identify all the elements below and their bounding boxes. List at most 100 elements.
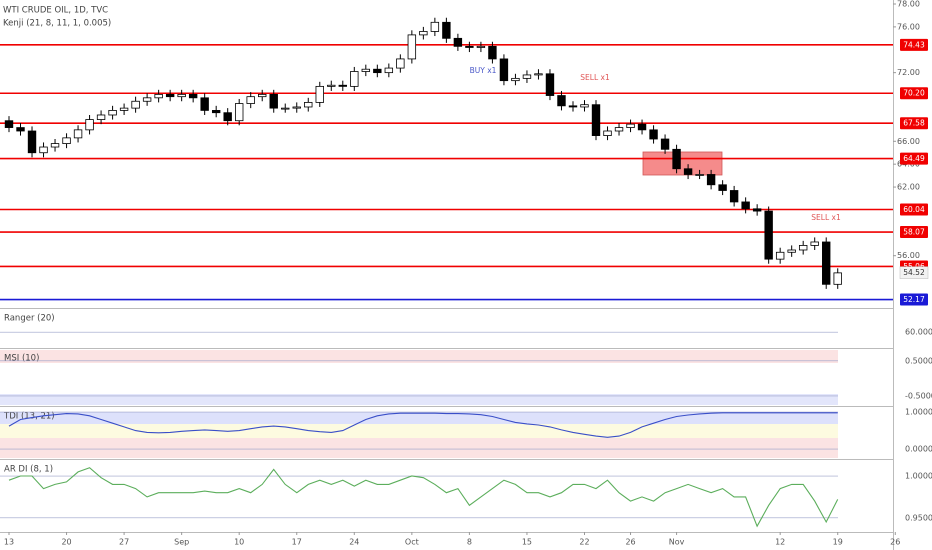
x-tick-label: Nov xyxy=(669,538,685,547)
x-tick-label: Oct xyxy=(405,538,419,547)
indicator-line xyxy=(8,467,839,528)
panel-title: MSI (10) xyxy=(4,354,39,364)
candle-body xyxy=(258,93,267,98)
msi-upper-band xyxy=(0,350,838,363)
candle-body xyxy=(764,210,773,260)
candle-body xyxy=(108,110,117,116)
candle-body xyxy=(188,93,198,99)
msi-lower-band xyxy=(0,394,838,405)
candle-body xyxy=(338,84,347,87)
candle-body xyxy=(396,58,405,69)
candle-body xyxy=(833,272,842,285)
candle-body xyxy=(384,67,394,74)
level-label: 67.58 xyxy=(903,119,925,128)
candle-body xyxy=(672,148,681,170)
annotation: SELL x1 xyxy=(811,213,841,222)
candle-body xyxy=(534,73,543,76)
candle-body xyxy=(637,123,647,131)
y-tick-label: 0.5000 xyxy=(905,356,932,365)
panel-separators xyxy=(0,0,894,550)
last-price-box xyxy=(899,266,929,279)
indicator-line xyxy=(8,412,838,438)
y-tick-label: 66.00 xyxy=(897,137,920,146)
level-label-box xyxy=(900,87,928,100)
x-tick-label: 27 xyxy=(119,538,129,547)
candle-body xyxy=(683,168,693,175)
candle-body xyxy=(591,104,601,136)
panel-backgrounds xyxy=(0,151,838,458)
y-tick-label: -0.5000 xyxy=(905,391,932,400)
level-label-box xyxy=(900,203,928,216)
candle-body xyxy=(4,120,14,128)
zone-box xyxy=(642,151,723,176)
level-label: 64.49 xyxy=(903,154,925,163)
candle-body xyxy=(465,45,474,48)
candle-body xyxy=(200,97,209,111)
candle-body xyxy=(373,68,382,74)
candle-body xyxy=(718,184,727,191)
candle-body xyxy=(741,201,750,210)
x-tick-label: 20 xyxy=(61,538,71,547)
chart-title: WTI CRUDE OIL, 1D, TVC xyxy=(3,6,108,16)
indicator-name: Kenji (21, 8, 11, 1, 0.005) xyxy=(3,19,111,29)
x-tick-label: 15 xyxy=(522,538,532,547)
candle-body xyxy=(442,21,451,39)
candle-body xyxy=(822,241,831,285)
level-label: 70.20 xyxy=(903,89,925,98)
y-tick-label: 0.0000 xyxy=(905,445,932,454)
candle-body xyxy=(119,107,129,111)
candle-body xyxy=(304,101,313,108)
x-tick-label: 10 xyxy=(234,538,244,547)
panel-title: Ranger (20) xyxy=(4,314,55,324)
candle-body xyxy=(580,104,589,108)
x-tick-label: 24 xyxy=(349,538,359,547)
level-label-box xyxy=(900,226,928,239)
candle-body xyxy=(787,249,796,253)
candle-body xyxy=(165,93,175,98)
candle-body xyxy=(810,241,819,246)
x-tick-label: 19 xyxy=(833,538,843,547)
candle-body xyxy=(246,96,255,104)
tdi-middle-band xyxy=(0,424,838,438)
candle-body xyxy=(327,84,336,87)
candle-body xyxy=(488,45,497,60)
candle-body xyxy=(453,37,463,47)
y-tick-label: 60.0000 xyxy=(905,328,932,337)
level-label: 60.04 xyxy=(903,205,925,214)
annotation: BUY x1 xyxy=(470,66,497,75)
candle-body xyxy=(350,71,359,87)
candle-body xyxy=(50,143,60,148)
x-tick-label: 12 xyxy=(775,538,785,547)
level-label-box xyxy=(900,152,928,165)
candle-body xyxy=(603,130,612,136)
x-tick-label: 8 xyxy=(467,538,472,547)
y-tick-label: 78.00 xyxy=(897,0,920,9)
y-tick-label: 1.0000 xyxy=(905,408,932,417)
y-tick-label: 0.9500 xyxy=(905,513,932,522)
x-tick-label: 13 xyxy=(4,538,14,547)
tdi-upper-band xyxy=(0,412,838,424)
y-tick-label: 76.00 xyxy=(897,22,920,31)
candle-body xyxy=(649,129,658,140)
candle-body xyxy=(407,34,417,60)
candle-body xyxy=(16,127,25,132)
x-tick-label: Sep xyxy=(174,538,189,547)
candle-body xyxy=(292,106,301,109)
candle-body xyxy=(85,119,94,131)
level-label: 52.17 xyxy=(903,295,925,304)
candle-body xyxy=(39,146,48,154)
candle-body xyxy=(269,93,278,109)
candle-body xyxy=(315,85,324,103)
y-tick-label: 1.0000 xyxy=(905,472,932,481)
candle-body xyxy=(211,110,221,114)
candle-body xyxy=(361,68,371,72)
candle-body xyxy=(131,100,140,109)
candle-body xyxy=(73,129,83,139)
candle-body xyxy=(626,123,635,128)
panel-title: TDI (13, 21) xyxy=(3,412,55,422)
level-label-box xyxy=(900,117,928,130)
candle-body xyxy=(499,58,509,82)
candle-body xyxy=(476,45,486,48)
y-tick-label: 72.00 xyxy=(897,68,920,77)
